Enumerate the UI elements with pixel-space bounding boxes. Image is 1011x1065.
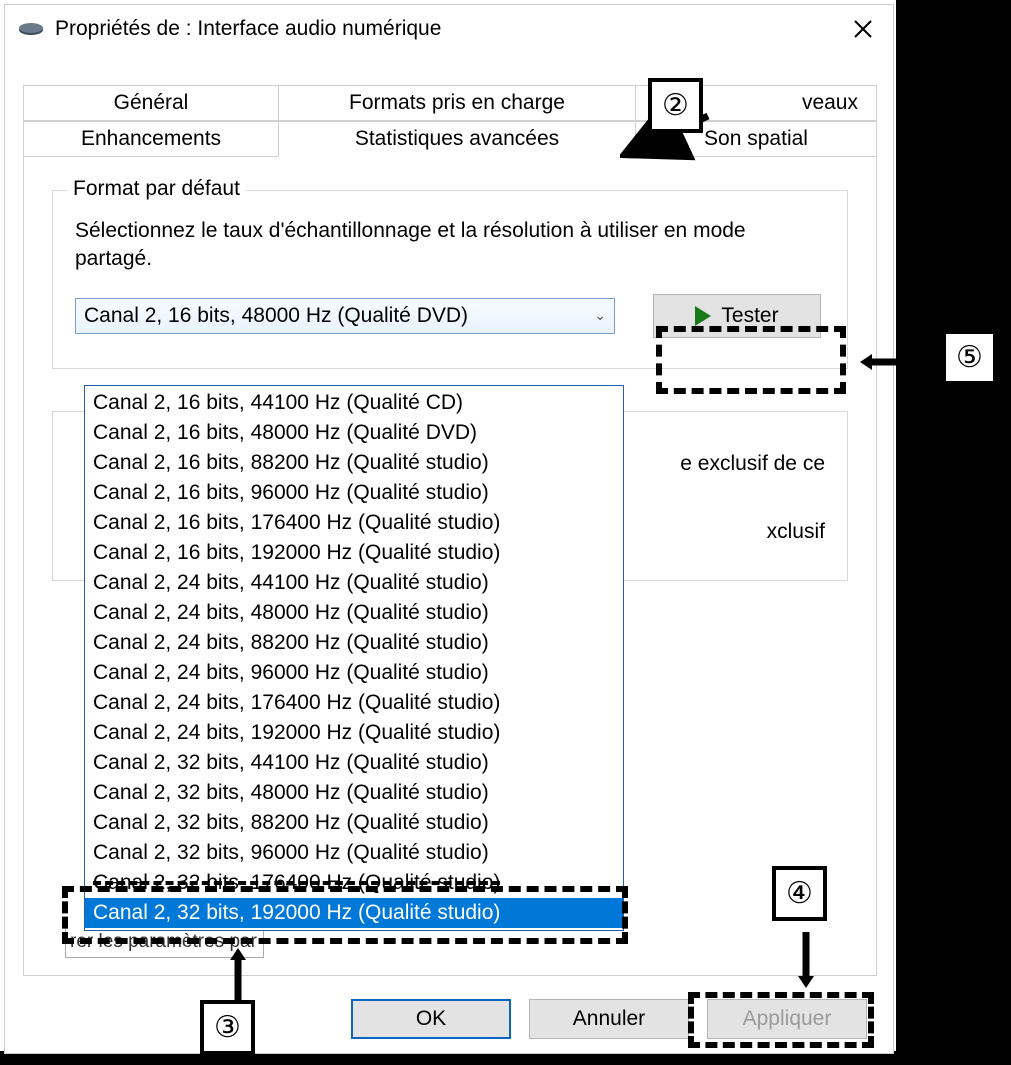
group-legend: Format par défaut [67,177,246,201]
dropdown-option[interactable]: Canal 2, 32 bits, 192000 Hz (Qualité stu… [85,898,623,928]
test-button-label: Tester [721,304,778,328]
callout-2: ② [648,78,703,133]
arrow-5 [856,352,946,372]
tab-label: Enhancements [81,127,221,151]
close-button[interactable] [839,9,887,49]
partial-text-1: e exclusif de ce [680,452,825,476]
cancel-button[interactable]: Annuler [529,999,689,1039]
arrow-3 [228,948,248,1004]
properties-window: Propriétés de : Interface audio numériqu… [4,4,894,1054]
dropdown-option[interactable]: Canal 2, 24 bits, 48000 Hz (Qualité stud… [85,598,623,628]
tab-label: Statistiques avancées [355,127,559,151]
arrow-4 [796,928,816,990]
callout-4: ④ [772,866,827,921]
tab-formats[interactable]: Formats pris en charge [278,85,636,121]
tab-strip: Général Formats pris en charge veaux Enh… [23,85,877,157]
apply-button[interactable]: Appliquer [707,999,867,1039]
titlebar: Propriétés de : Interface audio numériqu… [5,5,893,53]
tab-advanced[interactable]: Statistiques avancées [278,121,636,157]
ok-button[interactable]: OK [351,999,511,1039]
group-help-text: Sélectionnez le taux d'échantillonnage e… [75,217,825,274]
callout-5: ⑤ [942,330,997,385]
device-icon [17,19,45,39]
test-button[interactable]: Tester [653,294,821,338]
dropdown-option[interactable]: Canal 2, 16 bits, 44100 Hz (Qualité CD) [85,388,623,418]
dialog-button-row: OK Annuler Appliquer [5,999,895,1039]
format-dropdown-list[interactable]: Canal 2, 16 bits, 44100 Hz (Qualité CD)C… [84,385,624,931]
dropdown-option[interactable]: Canal 2, 32 bits, 44100 Hz (Qualité stud… [85,748,623,778]
combobox-value: Canal 2, 16 bits, 48000 Hz (Qualité DVD) [84,304,468,328]
dropdown-option[interactable]: Canal 2, 24 bits, 192000 Hz (Qualité stu… [85,718,623,748]
button-label: OK [416,1007,446,1031]
black-background-right [896,0,1011,1065]
dropdown-option[interactable]: Canal 2, 16 bits, 192000 Hz (Qualité stu… [85,538,623,568]
dropdown-option[interactable]: Canal 2, 24 bits, 88200 Hz (Qualité stud… [85,628,623,658]
callout-3: ③ [200,1000,255,1055]
default-format-group: Format par défaut Sélectionnez le taux d… [52,190,848,369]
dropdown-option[interactable]: Canal 2, 24 bits, 176400 Hz (Qualité stu… [85,688,623,718]
dropdown-option[interactable]: Canal 2, 24 bits, 96000 Hz (Qualité stud… [85,658,623,688]
chevron-down-icon: ⌄ [594,307,606,324]
dropdown-option[interactable]: Canal 2, 16 bits, 48000 Hz (Qualité DVD) [85,418,623,448]
dropdown-option[interactable]: Canal 2, 32 bits, 48000 Hz (Qualité stud… [85,778,623,808]
dropdown-option[interactable]: Canal 2, 24 bits, 44100 Hz (Qualité stud… [85,568,623,598]
window-title: Propriétés de : Interface audio numériqu… [55,17,839,41]
dropdown-option[interactable]: Canal 2, 16 bits, 88200 Hz (Qualité stud… [85,448,623,478]
partial-text-2: xclusif [767,520,825,544]
button-label: Appliquer [743,1007,832,1031]
tab-label: veaux [802,91,858,115]
button-label: Annuler [573,1007,645,1031]
dropdown-option[interactable]: Canal 2, 16 bits, 176400 Hz (Qualité stu… [85,508,623,538]
tab-label: Formats pris en charge [349,91,565,115]
dropdown-option[interactable]: Canal 2, 16 bits, 96000 Hz (Qualité stud… [85,478,623,508]
play-icon [695,306,711,326]
dropdown-option[interactable]: Canal 2, 32 bits, 176400 Hz (Qualité stu… [85,868,623,898]
dropdown-option[interactable]: Canal 2, 32 bits, 96000 Hz (Qualité stud… [85,838,623,868]
dropdown-option[interactable]: Canal 2, 32 bits, 88200 Hz (Qualité stud… [85,808,623,838]
tab-enhancements[interactable]: Enhancements [23,121,279,157]
tab-label: Général [114,91,189,115]
format-combobox[interactable]: Canal 2, 16 bits, 48000 Hz (Qualité DVD)… [75,298,615,334]
tab-general[interactable]: Général [23,85,279,121]
